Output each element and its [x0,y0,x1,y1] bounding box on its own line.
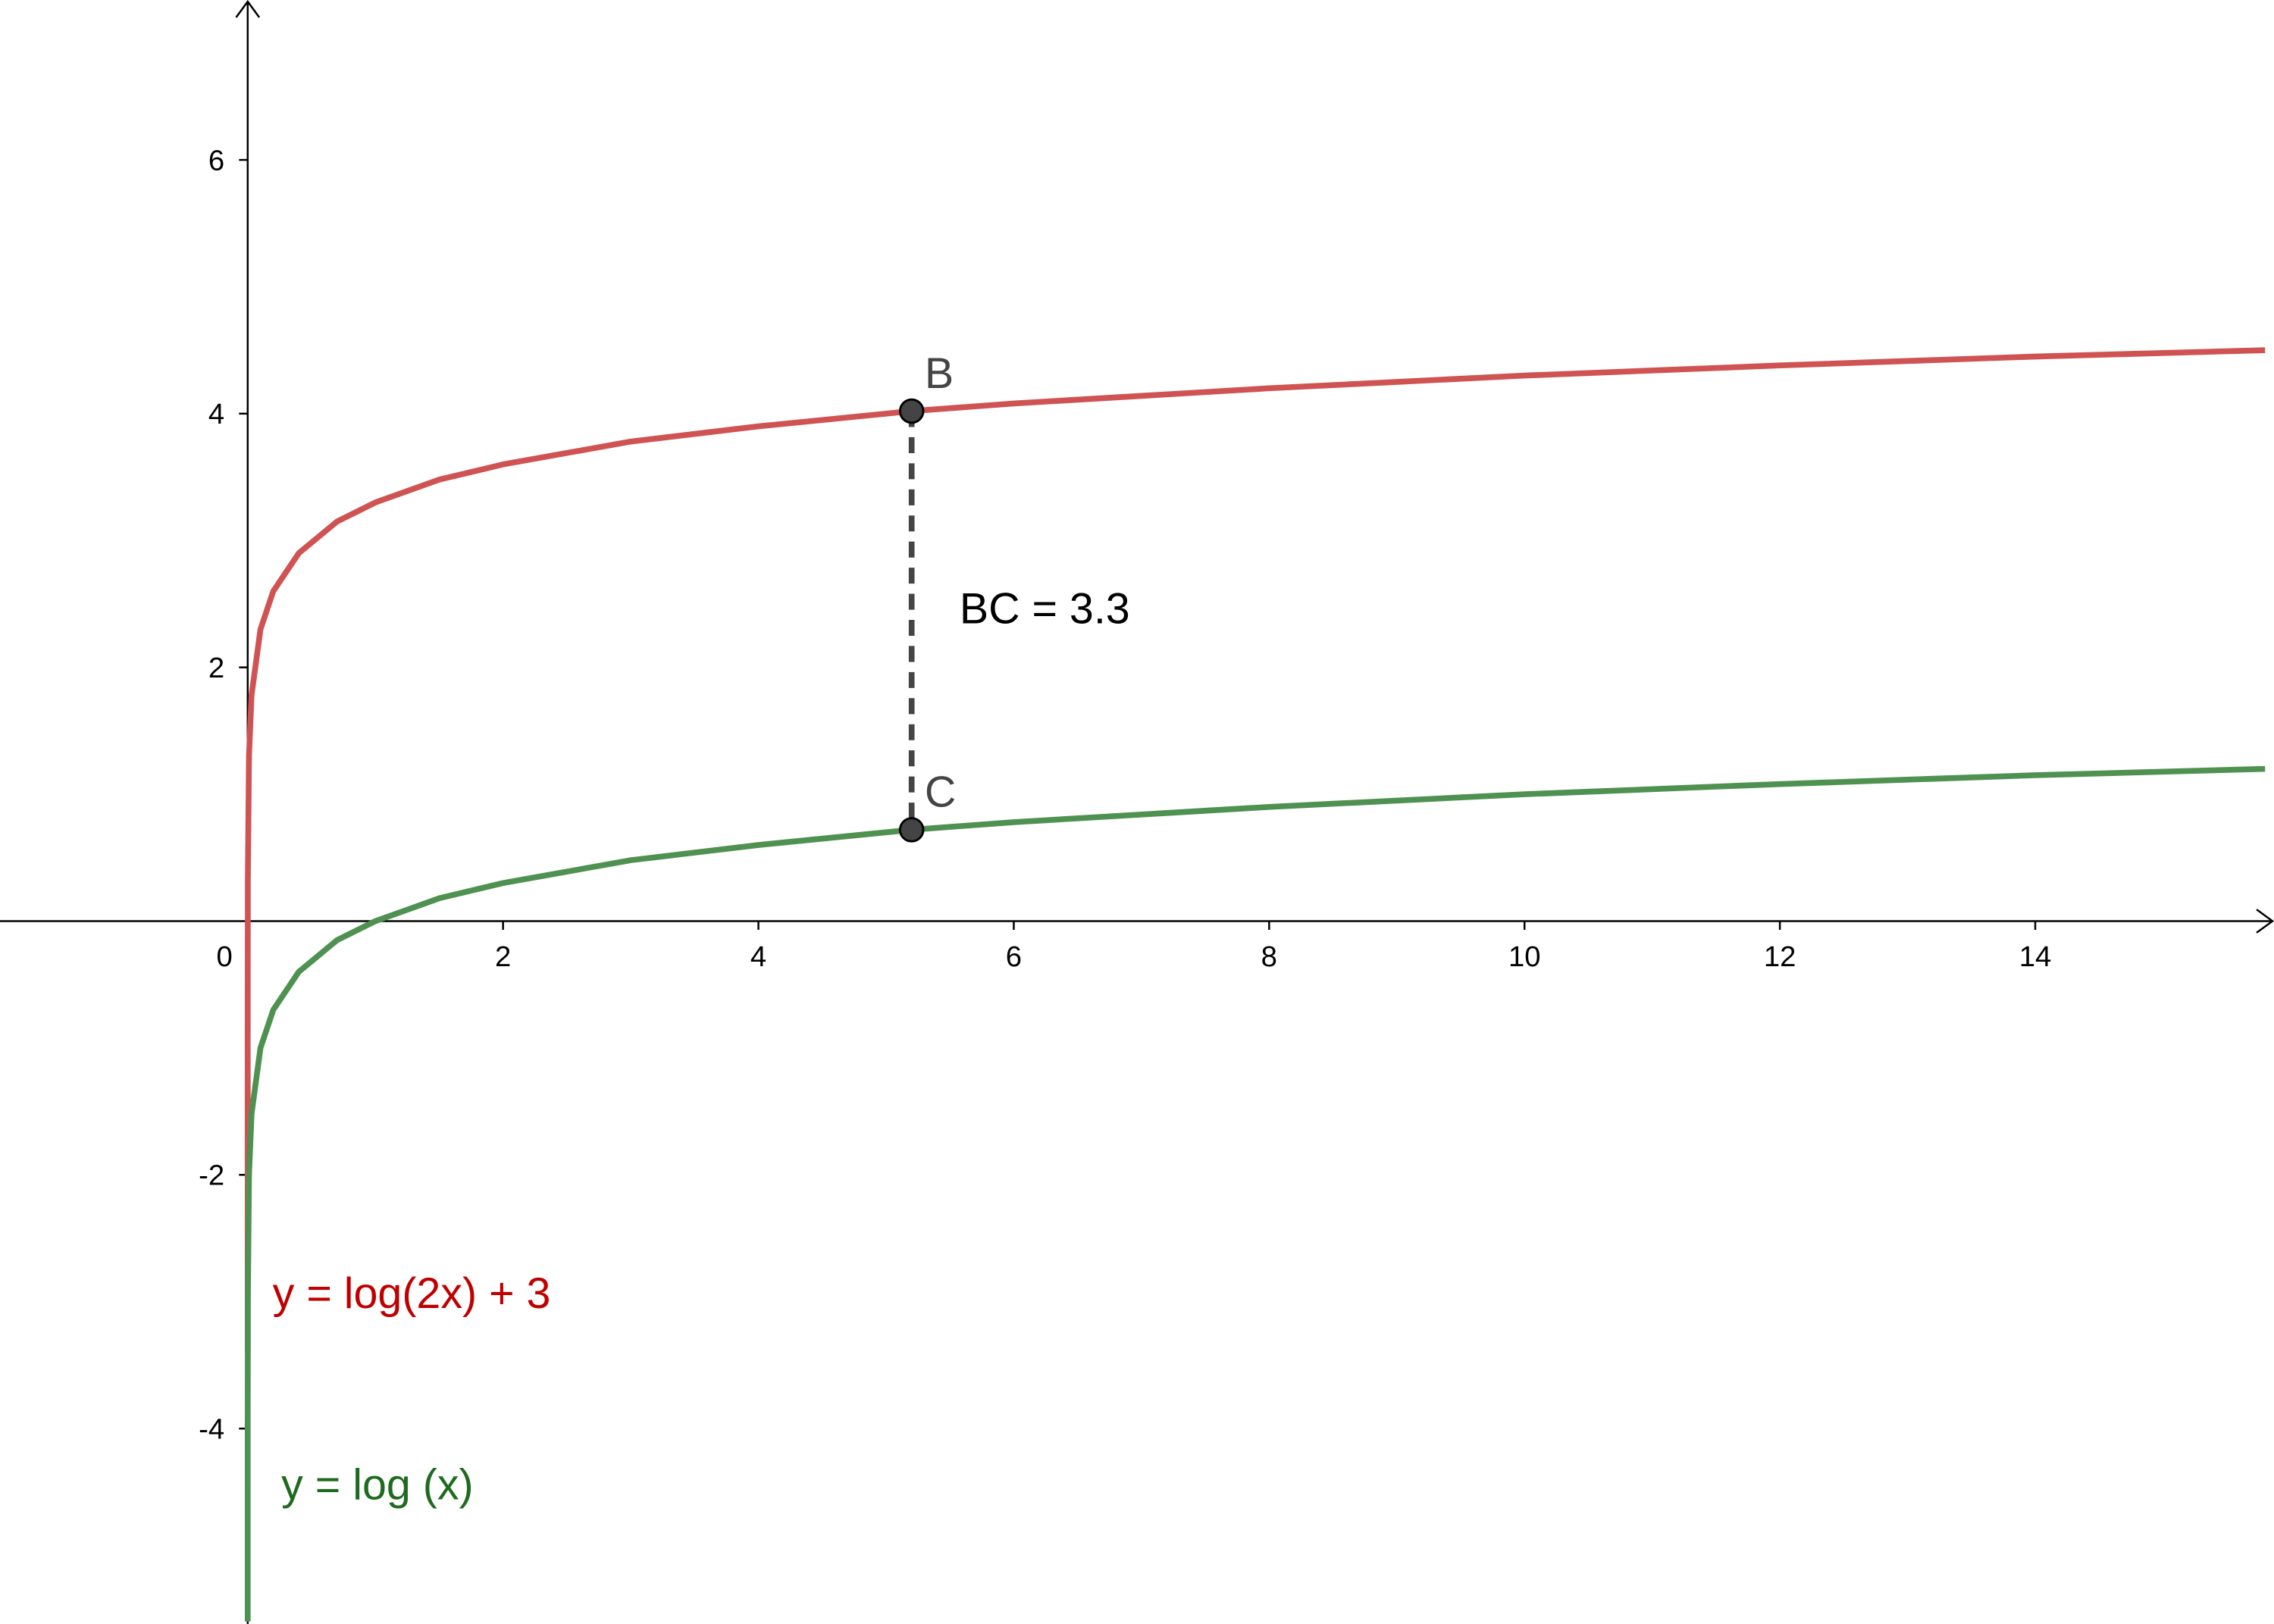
y-axis-arrow [235,0,261,18]
x-tick-label: 10 [1508,940,1541,973]
y-tick-label: -4 [199,1413,224,1446]
y-tick-label: 4 [208,398,224,430]
point-label: B [925,349,954,398]
curve [244,347,2266,1353]
x-axis-arrow [2256,909,2274,934]
x-tick-label: 12 [1764,940,1796,973]
curve-label: y = log (x) [281,1460,473,1509]
curve-label: y = log(2x) + 3 [273,1269,551,1318]
x-tick-label: 4 [750,940,766,973]
point [898,817,925,843]
y-tick-label: 2 [208,652,224,684]
point-label: C [925,768,956,816]
x-tick-label: 14 [2019,940,2052,973]
x-tick-label: 6 [1006,940,1022,973]
point [898,398,925,424]
curves [244,347,2266,1622]
x-tick-label: 0 [217,940,233,973]
x-tick-label: 2 [495,940,511,973]
curve [244,765,2266,1622]
segment-label: BC = 3.3 [960,585,1130,634]
x-tick-label: 8 [1261,940,1277,973]
marks: y = log(2x) + 3 y = log (x) BC = 3.3 B C [273,349,1130,1510]
y-tick-label: -2 [199,1159,224,1192]
y-tick-label: 6 [208,144,224,177]
